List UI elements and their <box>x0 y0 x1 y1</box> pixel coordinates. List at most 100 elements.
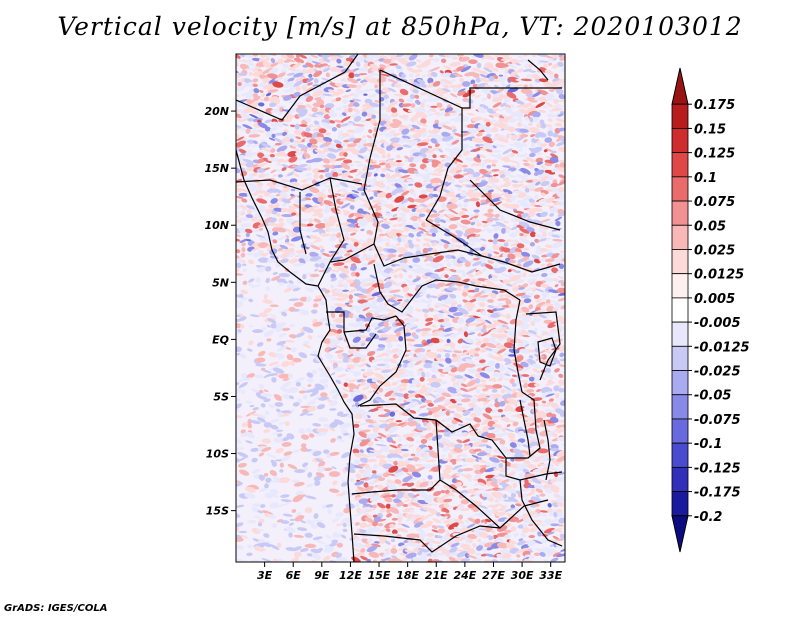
field-cell <box>528 59 534 63</box>
map-title: Vertical velocity [m/s] at 850hPa, VT: 2… <box>57 12 743 41</box>
field-cell <box>267 157 280 162</box>
field-cell <box>370 77 379 84</box>
field-cell <box>324 103 335 110</box>
field-cell <box>281 137 292 144</box>
field-cell <box>259 54 267 58</box>
colorbar-label: 0.1 <box>694 171 717 186</box>
field-cell <box>491 127 499 133</box>
field-cell <box>536 140 542 146</box>
field-cell <box>325 72 330 78</box>
field-cell <box>484 88 492 95</box>
field-cell <box>345 89 352 93</box>
field-cell <box>328 471 341 477</box>
field-cell <box>543 148 548 153</box>
field-cell <box>532 111 541 118</box>
field-cell <box>337 177 347 182</box>
field-cell <box>522 139 528 143</box>
field-cell <box>236 183 244 187</box>
field-cell <box>360 138 367 144</box>
field-cell <box>342 159 353 164</box>
field-cell <box>515 162 521 169</box>
field-cell <box>310 309 318 314</box>
field-cell <box>368 167 375 170</box>
field-cell <box>549 156 559 163</box>
field-cell <box>378 132 387 136</box>
field-cell <box>386 145 394 151</box>
field-cell <box>340 116 351 122</box>
field-cell <box>296 54 301 59</box>
field-cell <box>324 172 334 178</box>
field-cell <box>474 176 482 182</box>
field-cell <box>509 104 515 109</box>
field-cell <box>376 147 386 155</box>
field-cell <box>463 64 469 68</box>
colorbar-label: -0.05 <box>694 389 731 404</box>
field-cell <box>373 87 380 92</box>
field-cell <box>442 124 453 130</box>
field-cell <box>449 151 455 158</box>
field-cell <box>430 177 441 184</box>
field-cell <box>517 118 523 122</box>
field-cell <box>349 54 356 58</box>
field-cell <box>257 152 265 159</box>
field-cell <box>331 91 341 97</box>
field-cell <box>287 171 295 176</box>
field-cell <box>482 118 494 125</box>
field-cell <box>342 98 348 104</box>
field-cell <box>368 129 373 134</box>
field-cell <box>393 93 405 97</box>
field-cell <box>460 132 471 137</box>
field-cell <box>538 109 547 113</box>
field-cell <box>493 467 500 471</box>
field-cell <box>239 102 251 108</box>
field-cell <box>409 163 417 168</box>
field-cell <box>533 116 539 123</box>
field-cell <box>289 124 296 128</box>
field-cell <box>374 100 381 103</box>
field-cell <box>473 157 482 163</box>
field-cell <box>483 174 493 178</box>
field-cell <box>509 160 520 164</box>
field-cell <box>460 130 469 134</box>
field-cell <box>481 97 487 101</box>
field-cell <box>408 183 414 186</box>
field-cell <box>502 148 513 155</box>
field-cell <box>394 83 402 88</box>
field-cell <box>429 54 434 58</box>
field-cell <box>505 107 513 114</box>
field-cell <box>306 166 312 171</box>
field-cell <box>379 105 387 111</box>
field-cell <box>447 148 458 154</box>
field-cell <box>336 123 342 128</box>
field-cell <box>347 162 355 167</box>
field-cell <box>265 57 270 61</box>
field-cell <box>286 72 296 76</box>
field-cell <box>363 154 368 161</box>
field-cell <box>361 102 370 108</box>
field-cell <box>419 107 426 113</box>
field-cell <box>380 112 391 121</box>
field-cell <box>257 129 265 133</box>
field-cell <box>270 62 279 67</box>
field-cell <box>475 94 482 98</box>
field-cell <box>472 54 485 59</box>
field-cell <box>354 123 365 127</box>
field-cell <box>239 54 246 58</box>
field-cell <box>428 130 433 134</box>
field-cell <box>257 173 266 178</box>
field-cell <box>351 148 361 156</box>
field-cell <box>552 132 559 138</box>
field-cell <box>539 60 549 63</box>
field-cell <box>322 93 334 97</box>
field-cell <box>537 152 542 156</box>
field-cell <box>421 99 428 103</box>
field-cell <box>276 122 284 128</box>
field-cell <box>253 140 258 145</box>
field-cell <box>506 174 517 178</box>
field-cell <box>492 108 500 112</box>
field-cell <box>390 54 398 61</box>
field-cell <box>558 174 565 179</box>
colorbar-label: 0.175 <box>694 98 735 113</box>
field-cell <box>522 102 533 109</box>
